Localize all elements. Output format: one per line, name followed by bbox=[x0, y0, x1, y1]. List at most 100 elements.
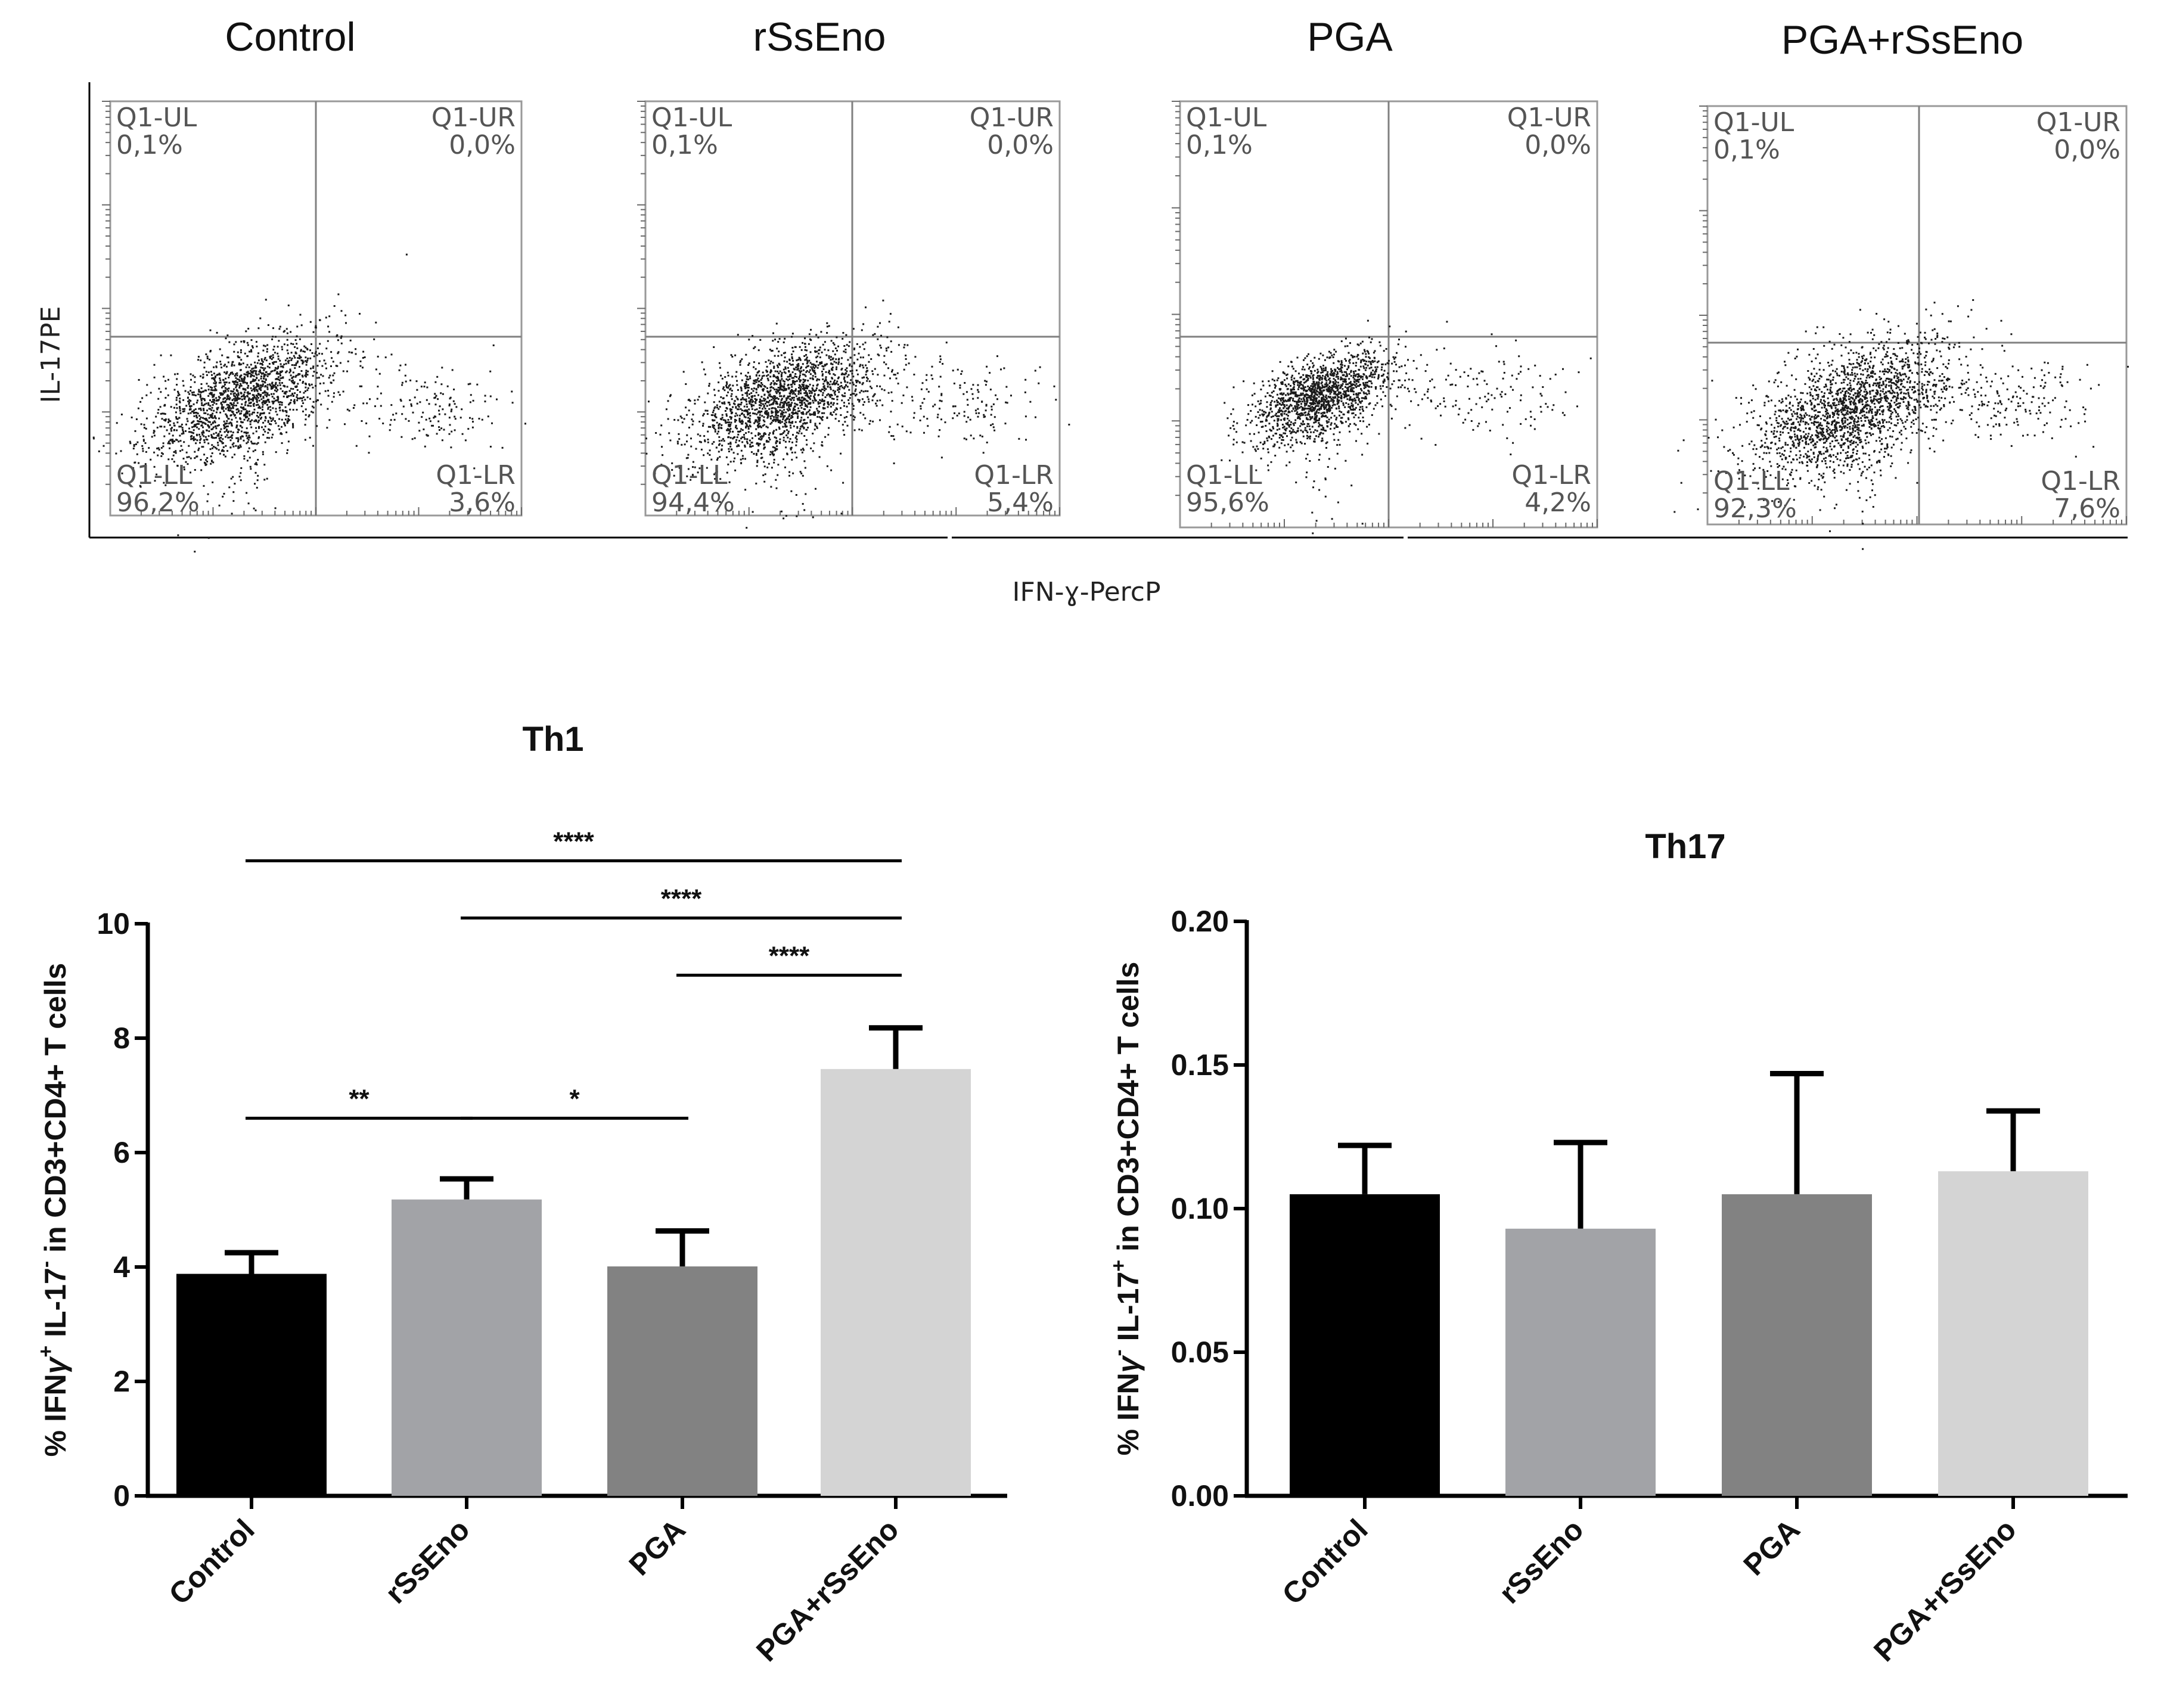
bar-control bbox=[176, 1274, 327, 1496]
quadrant-ul-value: 0,1% bbox=[1713, 135, 1780, 165]
quadrant-lr-name: Q1-LR bbox=[436, 460, 516, 490]
axis-ticks bbox=[1172, 101, 1598, 527]
flow-panel-pga: Q1-UL 0,1% Q1-UR 0,0% Q1-LL 95,6% Q1-LR … bbox=[1172, 100, 1598, 535]
quadrant-ur-value: 0,0% bbox=[449, 130, 516, 160]
category-label: PGA bbox=[623, 1513, 692, 1582]
y-tick-label: 0.00 bbox=[1171, 1479, 1229, 1513]
event-dots bbox=[1221, 319, 1592, 535]
bar-rsseno bbox=[392, 1199, 542, 1496]
quadrant-lr-name: Q1-LR bbox=[2041, 466, 2120, 496]
quadrant-ll-name: Q1-LL bbox=[651, 460, 728, 490]
axis-ticks bbox=[637, 101, 1060, 515]
y-axis-label: % IFNγ+ IL-17- in CD3+CD4+ T cells bbox=[35, 963, 72, 1457]
y-label-part: IL-17 bbox=[1111, 1272, 1145, 1350]
significance-label: **** bbox=[769, 941, 810, 970]
chart-title: Th17 bbox=[1645, 827, 1725, 866]
y-tick-label: 0.05 bbox=[1171, 1336, 1229, 1369]
chart-title: Th1 bbox=[522, 720, 583, 759]
axis-ticks bbox=[1699, 105, 2127, 524]
quadrant-ur-name: Q1-UR bbox=[431, 103, 516, 133]
quadrant-lr-value: 7,6% bbox=[2054, 493, 2120, 524]
flow-title-control: Control bbox=[225, 14, 355, 60]
y-tick-label: 0.10 bbox=[1171, 1192, 1229, 1225]
quadrant-ll-value: 94,4% bbox=[651, 487, 735, 518]
flow-panel-pga-rssen: Q1-UL 0,1% Q1-UR 0,0% Q1-LL 92,3% Q1-LR … bbox=[1673, 105, 2129, 550]
category-label: Control bbox=[163, 1513, 261, 1611]
y-axis-label: % IFNγ- IL-17+ in CD3+CD4+ T cells bbox=[1107, 962, 1145, 1456]
category-label: rSsEno bbox=[1492, 1513, 1589, 1610]
y-tick-label: 0 bbox=[113, 1479, 130, 1513]
flow-panel-control: Q1-UL 0,1% Q1-UR 0,0% Q1-LL 96,2% Q1-LR … bbox=[92, 100, 526, 553]
th17-chart: Th17 0.00 0.05 0.10 0.15 0.20 Control rSsEno PGA… bbox=[1107, 827, 2128, 1668]
quadrant-ul-value: 0,1% bbox=[116, 130, 183, 160]
flow-xlabel: IFN-ɣ-PercP bbox=[1012, 577, 1160, 607]
quadrant-ul-name: Q1-UL bbox=[651, 103, 732, 133]
quadrant-ur-name: Q1-UR bbox=[970, 103, 1054, 133]
quadrant-lr-value: 3,6% bbox=[449, 487, 516, 518]
bar-rsseno bbox=[1505, 1228, 1656, 1496]
event-dots bbox=[92, 253, 526, 553]
y-tick-label: 10 bbox=[97, 907, 130, 940]
quadrant-ll-value: 95,6% bbox=[1186, 487, 1269, 518]
category-label: PGA+rSsEno bbox=[1867, 1513, 2023, 1668]
y-label-part: + bbox=[35, 1346, 57, 1358]
quadrant-lr-name: Q1-LR bbox=[974, 460, 1054, 490]
y-label-part: γ bbox=[1111, 1354, 1145, 1372]
quadrant-ur-value: 0,0% bbox=[1525, 130, 1591, 160]
quadrant-ul-name: Q1-UL bbox=[116, 103, 197, 133]
significance-label: ** bbox=[349, 1084, 370, 1113]
y-label-part: % IFN bbox=[1111, 1372, 1145, 1455]
quadrant-lr-value: 5,4% bbox=[987, 487, 1054, 518]
significance-label: **** bbox=[661, 884, 702, 913]
quadrant-ur-value: 0,0% bbox=[987, 130, 1054, 160]
quadrant-lr-name: Q1-LR bbox=[1511, 460, 1591, 490]
y-label-part: % IFN bbox=[39, 1374, 72, 1457]
y-label-part: in CD3+CD4+ T cells bbox=[1111, 962, 1145, 1260]
flow-panel-rssen: Q1-UL 0,1% Q1-UR 0,0% Q1-LL 94,4% Q1-LR … bbox=[637, 100, 1070, 529]
y-label-part: γ bbox=[39, 1355, 72, 1374]
quadrant-ur-name: Q1-UR bbox=[2036, 107, 2120, 138]
category-label: rSsEno bbox=[378, 1513, 476, 1610]
y-tick-label: 6 bbox=[113, 1136, 130, 1169]
category-label: PGA+rSsEno bbox=[750, 1513, 905, 1668]
significance-label: * bbox=[569, 1084, 580, 1113]
quadrant-lr-value: 4,2% bbox=[1525, 487, 1591, 518]
y-label-part: in CD3+CD4+ T cells bbox=[39, 963, 72, 1261]
th1-chart: Th1 0 2 4 6 8 10 Control rSsEno PGA PGA+rSsEno % IF… bbox=[35, 720, 1007, 1668]
bar-control bbox=[1290, 1194, 1440, 1496]
flow-title-pga-rssen: PGA+rSsEno bbox=[1781, 17, 2023, 63]
y-label-part: - bbox=[1107, 1349, 1130, 1356]
y-tick-label: 2 bbox=[113, 1365, 130, 1398]
y-tick-label: 0.15 bbox=[1171, 1048, 1229, 1082]
y-tick-label: 8 bbox=[113, 1021, 130, 1055]
quadrant-ul-value: 0,1% bbox=[651, 130, 718, 160]
quadrant-ll-name: Q1-LL bbox=[1186, 460, 1262, 490]
y-tick-label: 0.20 bbox=[1171, 905, 1229, 938]
quadrant-ul-name: Q1-UL bbox=[1186, 103, 1267, 133]
quadrant-ur-name: Q1-UR bbox=[1507, 103, 1591, 133]
flow-title-pga: PGA bbox=[1307, 14, 1393, 60]
quadrant-ll-value: 96,2% bbox=[116, 487, 200, 518]
quadrant-ur-value: 0,0% bbox=[2054, 135, 2120, 165]
quadrant-ul-value: 0,1% bbox=[1186, 130, 1253, 160]
significance-label: **** bbox=[553, 827, 594, 856]
bar-pga bbox=[1722, 1194, 1872, 1496]
bar-pga bbox=[607, 1266, 757, 1496]
y-label-part: + bbox=[1107, 1260, 1130, 1272]
quadrant-ul-name: Q1-UL bbox=[1713, 107, 1794, 138]
bar-pga-rsseno bbox=[821, 1069, 971, 1496]
flow-panels: Control rSsEno PGA PGA+rSsEno IL-17PE IF… bbox=[36, 14, 2129, 607]
category-label: PGA bbox=[1737, 1513, 1806, 1582]
flow-title-rssen: rSsEno bbox=[753, 14, 886, 60]
category-label: Control bbox=[1276, 1513, 1374, 1611]
event-dot-cloud bbox=[1221, 319, 1592, 535]
event-dot-cloud bbox=[92, 253, 526, 553]
y-label-part: IL-17 bbox=[39, 1268, 72, 1346]
flow-ylabel: IL-17PE bbox=[36, 306, 66, 403]
quadrant-ll-value: 92,3% bbox=[1713, 493, 1797, 524]
y-tick-label: 4 bbox=[113, 1250, 130, 1284]
axis-ticks bbox=[102, 101, 522, 515]
y-label-part: - bbox=[35, 1261, 57, 1268]
